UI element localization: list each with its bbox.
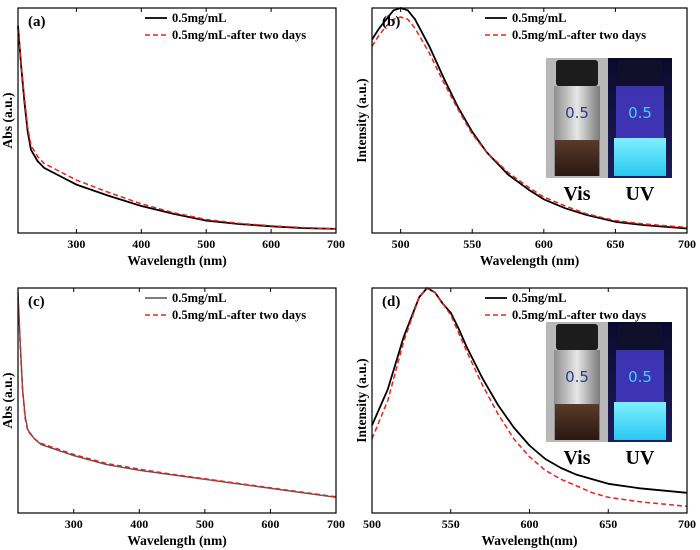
uv-caption: UV — [626, 183, 655, 205]
inset-photos: 0.5 0.5 Vis UV 0.5 0.5 Vis UV — [546, 58, 672, 469]
x-axis-label-d: Wavelength(nm) — [482, 533, 578, 548]
chart-d: 500 550 600 650 700 Wavelength(nm) Intensity (… — [354, 287, 696, 548]
charts: 300 400 500 600 700 Wavelength (nm) Abs (a.u.)… — [0, 7, 696, 548]
x-tick-label-a: 500 — [197, 237, 215, 251]
vial-liquid-vis — [555, 404, 599, 440]
legend-label-a-1: 0.5mg/mL-after two days — [172, 28, 306, 42]
vial-photo-d: 0.5 0.5 Vis UV — [546, 322, 672, 469]
x-axis-label-b: Wavelength (nm) — [480, 253, 579, 268]
vial-handwriting-vis: 0.5 — [565, 368, 589, 386]
legend-label-b-0: 0.5mg/mL — [512, 11, 567, 25]
vial-cap-vis — [556, 324, 598, 350]
plot-frame-b — [371, 7, 688, 234]
chart-c: 300 400 500 600 700 Wavelength (nm) Abs (a.u.)… — [0, 287, 345, 548]
x-tick-label-c: 400 — [130, 517, 148, 531]
vial-cap-vis — [556, 60, 598, 86]
y-axis-label-c: Abs (a.u.) — [0, 373, 15, 429]
panel-label-b: (b) — [382, 14, 400, 30]
x-tick-label-c: 700 — [327, 517, 345, 531]
x-tick-label-a: 700 — [327, 237, 345, 251]
legend-label-d-0: 0.5mg/mL — [512, 291, 567, 305]
x-tick-label-b: 550 — [463, 237, 481, 251]
x-tick-label-d: 700 — [678, 517, 696, 531]
y-axis-label-a: Abs (a.u.) — [0, 93, 15, 149]
series-line-a-1 — [17, 28, 337, 230]
x-tick-label-b: 650 — [606, 237, 624, 251]
x-tick-label-a: 400 — [132, 237, 150, 251]
x-tick-label-c: 500 — [196, 517, 214, 531]
legend-label-a-0: 0.5mg/mL — [172, 11, 227, 25]
vis-caption: Vis — [563, 183, 590, 205]
vial-cap-uv — [618, 324, 662, 350]
x-tick-label-b: 500 — [392, 237, 410, 251]
legend-label-b-1: 0.5mg/mL-after two days — [512, 28, 646, 42]
legend-label-d-1: 0.5mg/mL-after two days — [512, 308, 646, 322]
vial-liquid-uv — [614, 138, 666, 176]
panel-label-a: (a) — [28, 14, 46, 30]
chart-b: 500 550 600 650 700 Wavelength (nm) Intensity … — [354, 7, 696, 268]
series-line-c-1 — [17, 296, 337, 498]
x-tick-label-a: 600 — [262, 237, 280, 251]
y-axis-label-d: Intensity (a.u.) — [354, 358, 369, 442]
series-line-c-0 — [17, 292, 337, 498]
vial-handwriting-uv: 0.5 — [628, 104, 652, 122]
legend-label-c-1: 0.5mg/mL-after two days — [172, 308, 306, 322]
x-tick-label-b: 700 — [678, 237, 696, 251]
chart-a: 300 400 500 600 700 Wavelength (nm) Abs (a.u.)… — [0, 7, 345, 268]
series-line-a-0 — [17, 25, 337, 230]
uv-caption: UV — [626, 447, 655, 469]
x-tick-label-a: 300 — [67, 237, 85, 251]
x-tick-label-b: 600 — [535, 237, 553, 251]
series-line-b-1 — [371, 16, 688, 229]
vial-liquid-vis — [555, 140, 599, 176]
plot-frame-a — [17, 7, 337, 234]
series-line-d-1 — [371, 287, 688, 508]
x-axis-label-a: Wavelength (nm) — [127, 253, 226, 268]
x-tick-label-d: 550 — [442, 517, 460, 531]
series-line-b-0 — [371, 7, 688, 230]
x-tick-label-c: 300 — [65, 517, 83, 531]
panel-label-d: (d) — [382, 294, 400, 310]
vial-handwriting-uv: 0.5 — [628, 368, 652, 386]
plot-frame-c — [17, 287, 337, 514]
vial-handwriting-vis: 0.5 — [565, 104, 589, 122]
x-tick-label-d: 650 — [599, 517, 617, 531]
x-tick-label-c: 600 — [261, 517, 279, 531]
vis-caption: Vis — [563, 447, 590, 469]
x-tick-label-d: 500 — [363, 517, 381, 531]
vial-liquid-uv — [614, 402, 666, 440]
vial-cap-uv — [618, 60, 662, 86]
y-axis-label-b: Intensity (a.u.) — [354, 78, 369, 162]
x-tick-label-d: 600 — [521, 517, 539, 531]
legend-label-c-0: 0.5mg/mL — [172, 291, 227, 305]
vial-photo-b: 0.5 0.5 Vis UV — [546, 58, 672, 205]
x-axis-label-c: Wavelength (nm) — [127, 533, 226, 548]
panel-label-c: (c) — [28, 294, 45, 310]
